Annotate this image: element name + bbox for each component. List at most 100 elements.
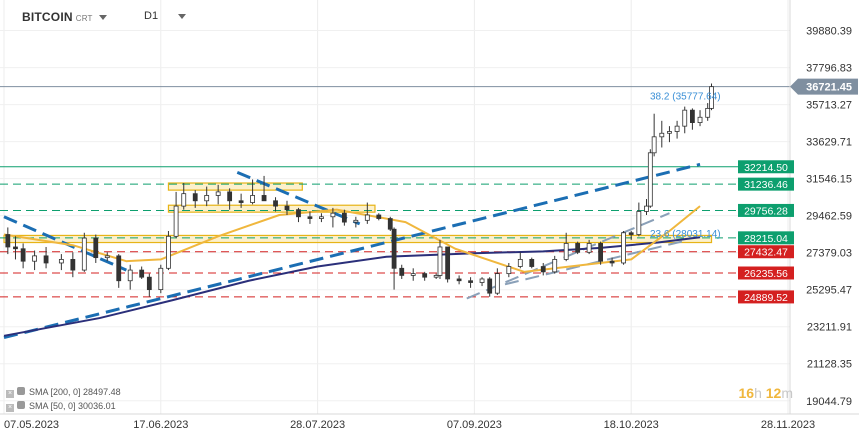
candle-body — [517, 259, 523, 267]
candle — [705, 103, 711, 121]
y-tick-label: 33629.71 — [806, 137, 852, 149]
close-icon[interactable]: × — [6, 390, 14, 398]
candle-body — [215, 191, 221, 196]
fib-labels-layer: 38.2 (35777.64) 23.6 (28031.14) — [650, 91, 721, 240]
candle-body — [387, 218, 393, 230]
candle — [20, 243, 26, 269]
candle — [644, 199, 649, 215]
candle-body — [307, 216, 313, 219]
candle-countdown: 16h 12m — [738, 385, 793, 401]
legend-item-sma200[interactable]: × SMA [200, 0] 28497.48 — [6, 387, 121, 398]
candle — [13, 236, 18, 260]
trendline — [236, 170, 361, 226]
eye-icon[interactable] — [17, 387, 25, 395]
candle — [697, 110, 703, 127]
price-level-label: 29756.28 — [744, 205, 788, 217]
candle — [540, 262, 546, 276]
candle-body — [227, 191, 233, 202]
sma50-line — [3, 205, 701, 273]
candle — [330, 207, 336, 228]
candle-body — [43, 255, 49, 264]
x-tick-label: 07.09.2023 — [447, 419, 502, 431]
y-tick-label: 19044.79 — [806, 396, 852, 408]
candle-body — [667, 131, 672, 134]
close-icon[interactable]: × — [6, 404, 14, 412]
candle-body — [319, 216, 324, 219]
x-tick-label: 18.10.2023 — [604, 419, 659, 431]
candle-body — [93, 237, 99, 259]
candle-body — [116, 255, 122, 282]
zones-layer — [3, 182, 713, 244]
legend-value: 30036.01 — [78, 401, 116, 411]
candle-body — [399, 267, 405, 276]
candle-body — [689, 109, 695, 124]
candle-body — [433, 275, 439, 278]
sma200-line — [3, 236, 701, 337]
candle — [364, 202, 370, 224]
price-level-tag — [738, 290, 794, 304]
candle — [387, 216, 393, 231]
candle-body — [238, 200, 244, 203]
candle-body — [609, 260, 615, 264]
candle-body — [364, 214, 370, 221]
candle-body — [705, 107, 711, 118]
price-axis-background — [790, 0, 859, 414]
candle — [58, 254, 64, 271]
y-tick-label: 23211.91 — [807, 322, 852, 334]
fib-level-label: 38.2 (35777.64) — [650, 91, 721, 102]
symbol-selector[interactable]: BITCOIN CRT — [22, 10, 107, 24]
candle-body — [540, 266, 546, 273]
price-level-tag — [738, 245, 794, 259]
y-tick-label: 25295.47 — [806, 285, 852, 297]
candle — [250, 179, 255, 205]
candle — [227, 188, 233, 210]
candle — [506, 262, 512, 278]
symbol-name: BITCOIN — [22, 10, 73, 24]
timeframe-label: D1 — [144, 10, 159, 22]
price-level-label: 24889.52 — [744, 292, 788, 304]
candle-body — [628, 232, 634, 235]
candle-body — [70, 259, 76, 271]
trendline — [504, 238, 689, 286]
candle-body — [273, 200, 278, 207]
legend-label: SMA [200, 0] — [29, 387, 81, 397]
timer-hours: 16 — [738, 385, 755, 401]
candle-body — [296, 209, 301, 218]
legend-label: SMA [50, 0] — [29, 401, 76, 411]
timeframe-selector[interactable]: D1 — [144, 10, 187, 22]
eye-icon[interactable] — [17, 401, 25, 409]
y-tick-label: 29462.59 — [806, 211, 852, 223]
candle — [410, 268, 416, 281]
price-level-label: 32214.50 — [744, 162, 788, 174]
candle — [433, 273, 439, 279]
candle — [93, 234, 99, 263]
candle-body — [529, 259, 535, 267]
symbol-suffix: CRT — [75, 14, 93, 23]
candle-body — [506, 266, 512, 275]
candle — [609, 257, 615, 267]
trendlines-layer — [3, 162, 701, 340]
candle — [667, 126, 672, 143]
candle-body — [341, 212, 347, 223]
candle — [284, 200, 290, 215]
price-level-label: 31236.46 — [744, 179, 788, 191]
candle-body — [139, 269, 145, 278]
candle-body — [445, 246, 451, 280]
candle-body — [173, 205, 179, 237]
candle-body — [58, 259, 64, 264]
support-resistance-zone — [167, 182, 303, 191]
candle — [307, 211, 313, 224]
current-price-tag — [790, 78, 858, 95]
candle — [261, 175, 267, 202]
candle-body — [697, 116, 703, 124]
chevron-down-icon — [178, 13, 187, 19]
legend-item-sma50[interactable]: × SMA [50, 0] 30036.01 — [6, 401, 116, 412]
candle-body — [5, 234, 11, 248]
y-tick-label: 27379.03 — [806, 248, 852, 260]
candle — [238, 193, 244, 208]
candle — [437, 239, 443, 279]
candle-body — [146, 276, 152, 291]
x-tick-label: 28.11.2023 — [761, 419, 815, 431]
grid-layer — [0, 0, 790, 414]
